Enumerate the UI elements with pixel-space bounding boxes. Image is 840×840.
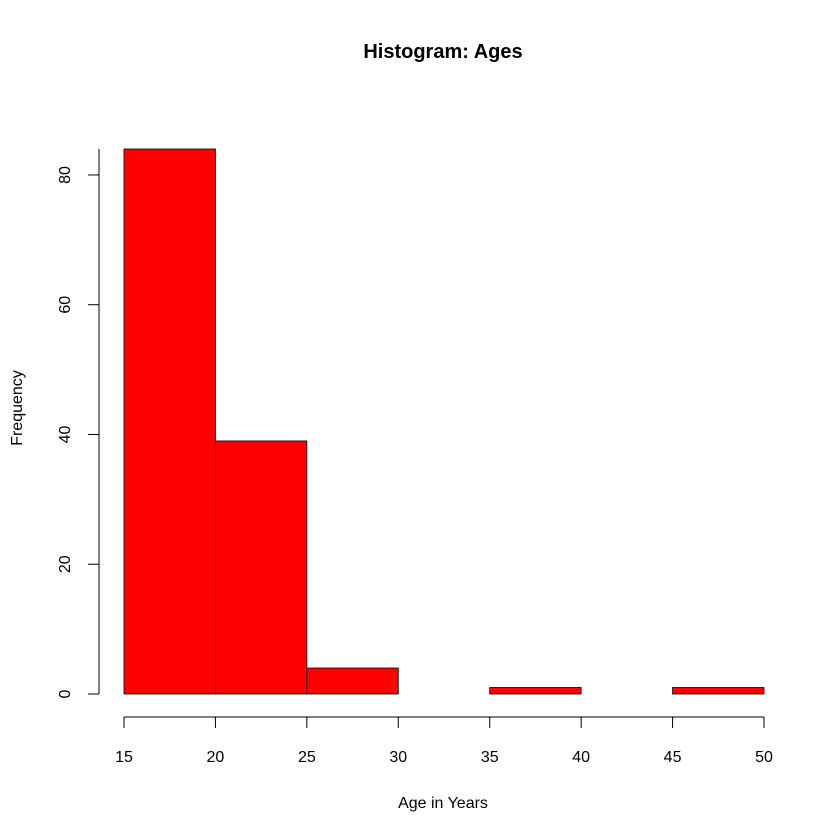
histogram-bar-25-30 (306, 667, 399, 695)
y-tick-label-20: 20 (57, 555, 74, 573)
histogram-bar-15-20 (123, 148, 216, 695)
bars-group (123, 148, 765, 695)
x-tick-label-45: 45 (664, 749, 682, 766)
y-tick-label-40: 40 (57, 425, 74, 443)
histogram-bar-35-40 (489, 687, 582, 695)
y-axis-title: Frequency (9, 370, 26, 446)
x-tick-label-40: 40 (572, 749, 590, 766)
x-tick-label-30: 30 (389, 749, 407, 766)
x-tick-label-35: 35 (481, 749, 499, 766)
y-tick-label-0: 0 (57, 689, 74, 698)
y-tick-label-60: 60 (57, 296, 74, 314)
x-tick-label-50: 50 (755, 749, 773, 766)
y-tick-label-80: 80 (57, 166, 74, 184)
x-tick-label-20: 20 (207, 749, 225, 766)
x-tick-label-25: 25 (298, 749, 316, 766)
x-tick-label-15: 15 (115, 749, 133, 766)
y-axis: 0 20 40 60 80 (57, 149, 100, 698)
x-axis: 15 20 25 30 35 40 45 50 (115, 716, 773, 766)
x-axis-title: Age in Years (398, 795, 488, 812)
histogram-bar-45-50 (672, 687, 765, 695)
chart-title: Histogram: Ages (363, 41, 522, 63)
histogram-bar-20-25 (215, 440, 308, 695)
